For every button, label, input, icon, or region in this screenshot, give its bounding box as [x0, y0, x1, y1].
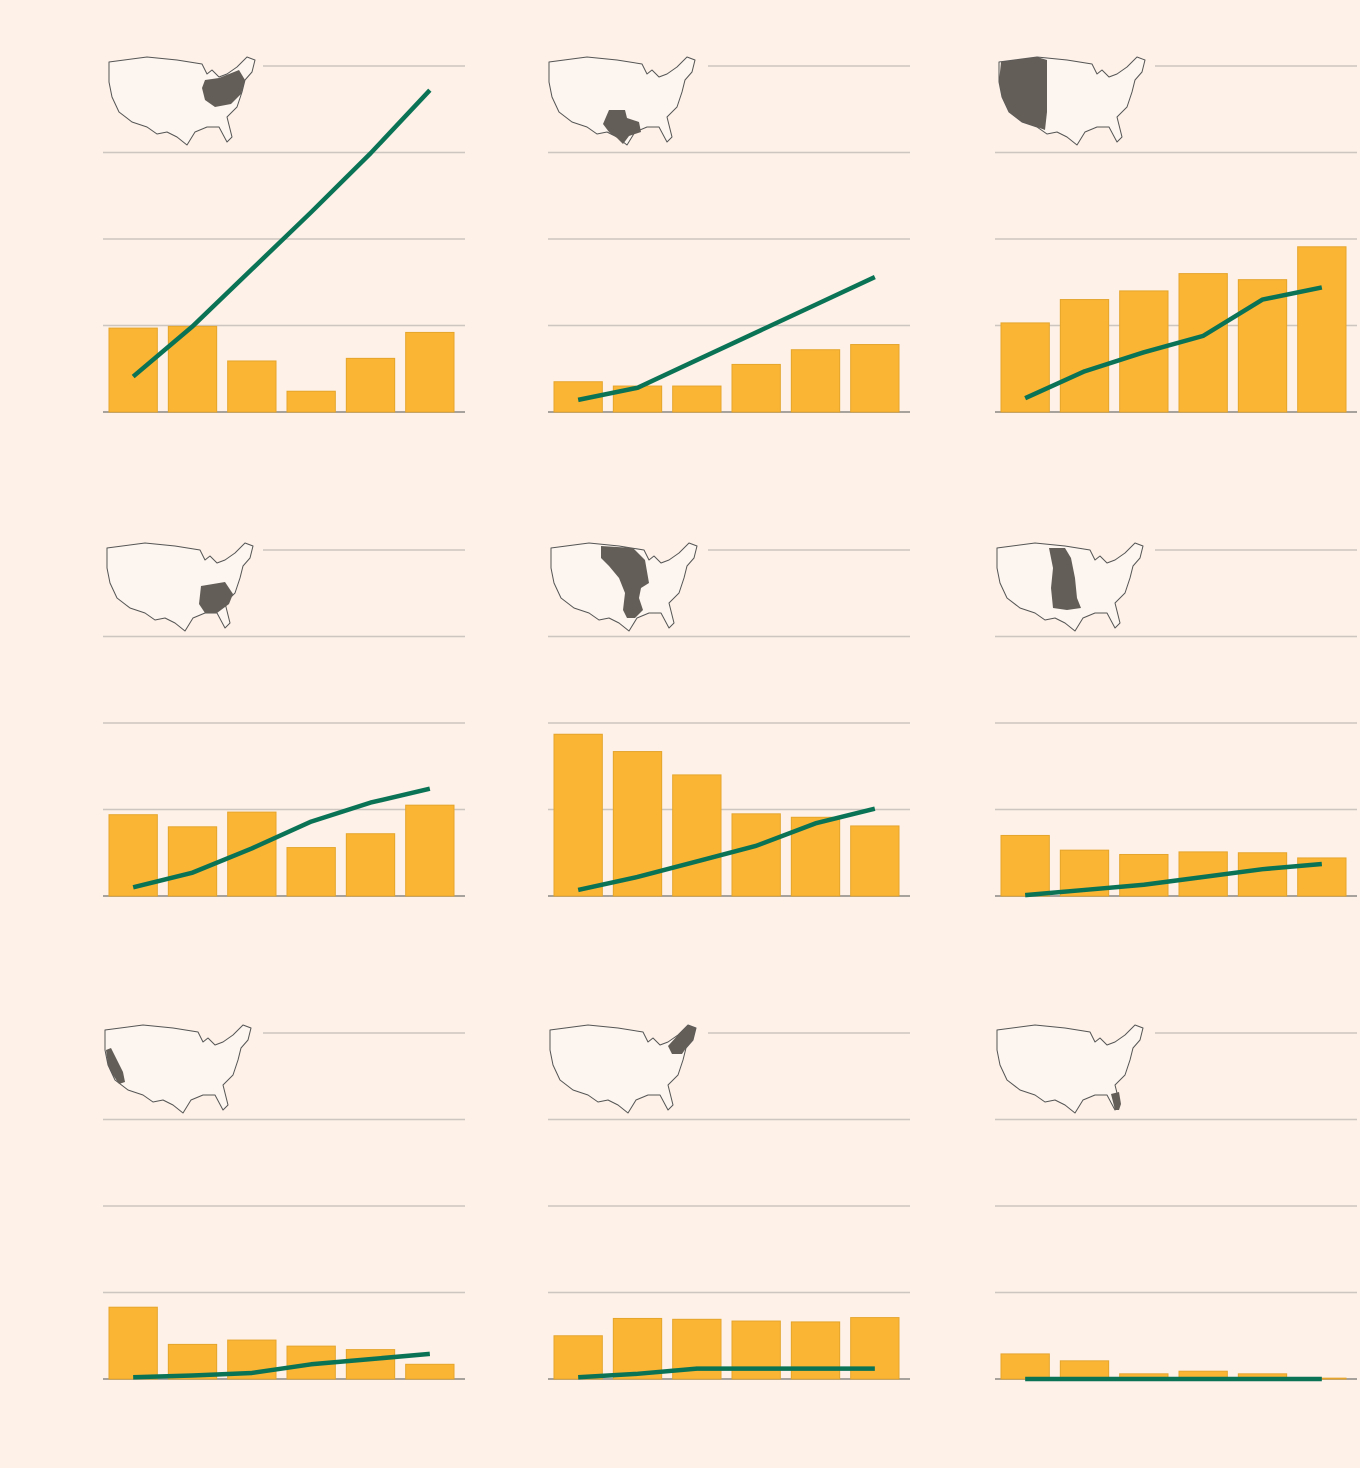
bar	[731, 813, 781, 897]
bar	[1000, 834, 1050, 897]
bar	[345, 357, 396, 413]
us-outline	[106, 542, 254, 632]
trend-line	[577, 806, 876, 893]
bar	[553, 1335, 603, 1380]
bar	[1000, 322, 1050, 413]
region	[202, 70, 245, 107]
region-map	[996, 542, 1144, 632]
bar	[1178, 273, 1228, 413]
region	[668, 1025, 696, 1054]
bar	[345, 1349, 396, 1380]
trend-line	[1024, 285, 1323, 401]
bar	[1000, 1353, 1050, 1380]
region-map	[998, 56, 1146, 146]
region	[106, 1048, 125, 1084]
trend-line	[1024, 861, 1323, 898]
bar	[405, 331, 455, 413]
bar	[345, 833, 396, 897]
region-map	[104, 1024, 252, 1114]
bar	[108, 327, 158, 413]
trend-line	[577, 275, 876, 403]
bar	[612, 1317, 663, 1380]
trend-line	[578, 1366, 875, 1380]
region-map	[550, 542, 698, 632]
grids	[103, 65, 1357, 1380]
bar	[1059, 299, 1110, 413]
bar	[405, 1363, 455, 1380]
us-outline	[549, 1024, 697, 1114]
bar	[1059, 1360, 1110, 1380]
us-outline	[996, 1024, 1144, 1114]
trend-line	[132, 786, 431, 890]
bar	[286, 390, 336, 413]
region	[603, 110, 641, 144]
bar	[167, 826, 218, 897]
region	[1111, 1092, 1121, 1110]
bar	[405, 804, 455, 897]
bar	[1119, 853, 1169, 897]
bar	[1237, 852, 1288, 897]
trend-line	[131, 88, 432, 379]
trend-line	[133, 1351, 431, 1380]
region-map	[106, 542, 254, 632]
bar	[672, 385, 722, 413]
region	[601, 546, 649, 618]
bar	[553, 733, 603, 897]
bar	[850, 344, 900, 413]
bar	[850, 825, 900, 897]
bar	[227, 360, 277, 413]
marks	[108, 88, 1347, 1382]
region	[1049, 548, 1081, 610]
region-map	[996, 1024, 1144, 1114]
region-map	[549, 1024, 697, 1114]
region	[199, 582, 233, 613]
bar	[286, 847, 336, 897]
bar	[108, 1306, 158, 1380]
bar	[1297, 246, 1347, 413]
bar	[672, 774, 722, 897]
region	[999, 57, 1047, 130]
region-map	[108, 56, 256, 146]
us-outline	[104, 1024, 252, 1114]
bar	[790, 349, 841, 413]
region-map	[548, 56, 696, 146]
bar	[731, 363, 781, 413]
